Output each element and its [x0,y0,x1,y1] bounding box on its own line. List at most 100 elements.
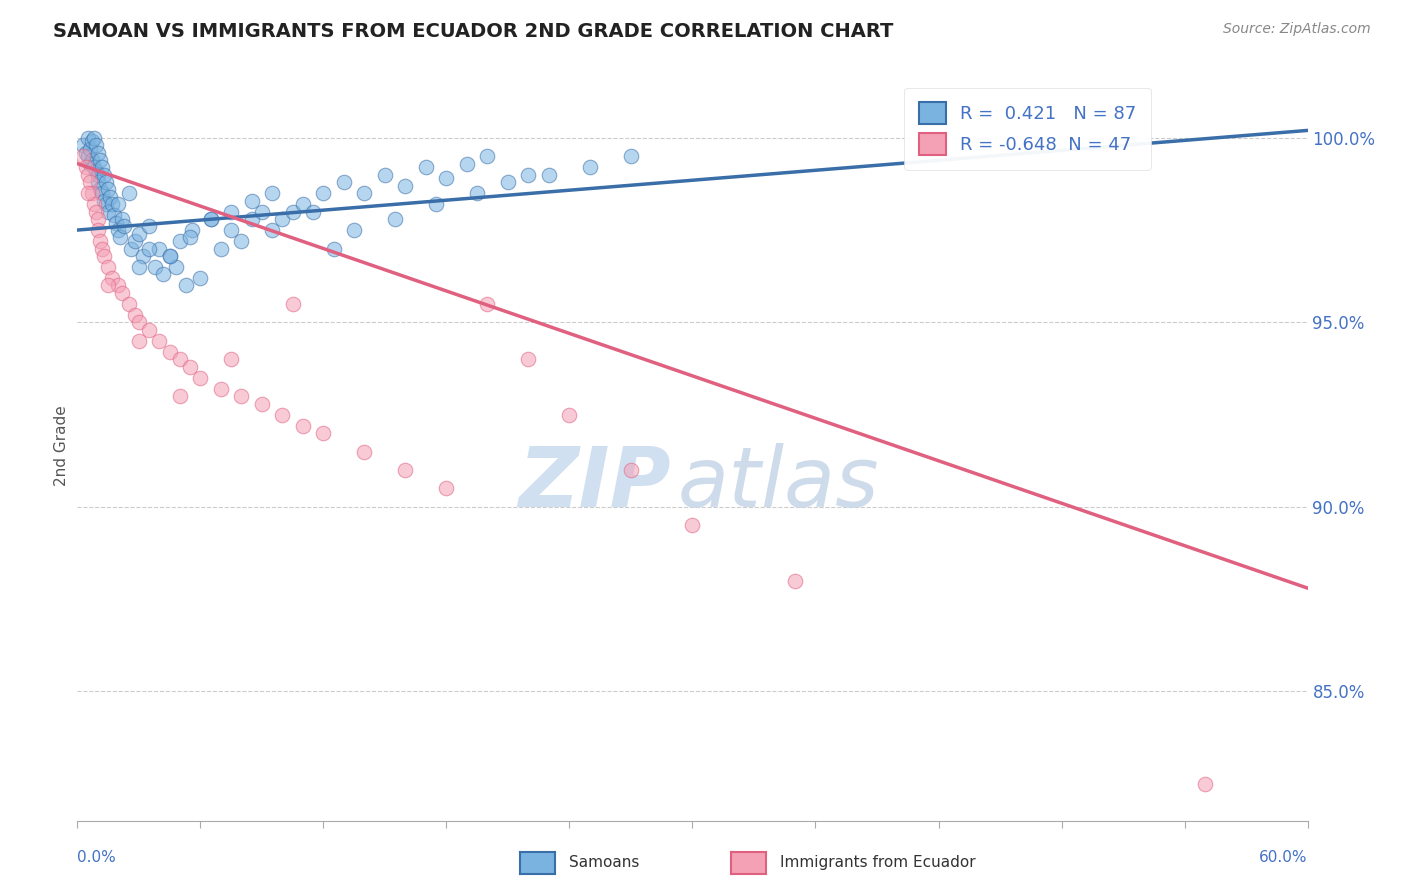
Point [174,278,197,293]
Point [132,249,155,263]
Point [496,175,519,189]
Point [620,463,643,477]
Point [84,164,107,178]
Point [87,175,110,189]
Text: atlas: atlas [678,443,879,524]
Point [620,149,643,163]
Point [103,208,125,222]
Text: 0.0%: 0.0% [77,850,117,865]
Point [94,197,117,211]
Point [415,161,437,175]
Point [89,182,111,196]
Point [312,426,335,441]
Point [148,334,170,348]
Point [219,204,242,219]
Text: Samoans: Samoans [569,855,640,870]
Point [111,285,134,300]
Point [80,135,103,149]
Point [152,268,174,282]
Point [1194,777,1216,791]
Point [343,223,366,237]
Point [98,190,121,204]
Point [143,260,166,274]
Point [179,230,201,244]
Point [97,260,120,274]
Point [107,223,129,237]
Point [477,149,499,163]
Point [75,161,97,175]
Point [384,212,406,227]
Point [159,249,181,263]
Point [114,219,136,234]
Legend: R =  0.421   N = 87, R = -0.648  N = 47: R = 0.421 N = 87, R = -0.648 N = 47 [904,88,1152,169]
Point [240,194,263,208]
Point [97,182,120,196]
Point [281,297,304,311]
Point [188,271,212,285]
Text: 60.0%: 60.0% [1260,850,1308,865]
Point [93,168,115,182]
Text: Immigrants from Ecuador: Immigrants from Ecuador [780,855,976,870]
Point [76,186,98,201]
Point [128,334,150,348]
Text: SAMOAN VS IMMIGRANTS FROM ECUADOR 2ND GRADE CORRELATION CHART: SAMOAN VS IMMIGRANTS FROM ECUADOR 2ND GR… [53,22,894,41]
Point [76,149,98,163]
Point [79,175,101,189]
Point [128,260,150,274]
Point [72,138,94,153]
Point [138,219,160,234]
Point [111,212,134,227]
Point [79,156,101,170]
Point [169,352,191,367]
Point [117,297,139,311]
Point [188,370,212,384]
Point [200,212,222,227]
Point [105,216,128,230]
Point [138,242,160,256]
Point [84,138,107,153]
Point [465,186,488,201]
Point [93,194,115,208]
Point [353,186,375,201]
Point [159,344,181,359]
Point [76,168,98,182]
Point [107,197,129,211]
Point [537,168,560,182]
Point [374,168,396,182]
Point [291,418,314,433]
Point [80,186,103,201]
Point [333,175,356,189]
Point [159,249,181,263]
Point [80,153,103,167]
Point [76,130,98,145]
Point [271,212,294,227]
Point [90,161,114,175]
Point [89,153,111,167]
Point [682,518,704,533]
Point [117,186,139,201]
Point [93,249,115,263]
Point [353,444,375,458]
Point [456,156,478,170]
Point [83,197,105,211]
Point [169,234,191,248]
Point [90,242,114,256]
Point [148,242,170,256]
Point [394,463,416,477]
Point [179,359,201,374]
Point [128,315,150,329]
Point [87,223,110,237]
Point [75,145,97,160]
Point [128,227,150,241]
Point [84,204,107,219]
Point [291,197,314,211]
Point [219,223,242,237]
Point [231,234,253,248]
Point [394,178,416,193]
Point [83,161,105,175]
Point [79,142,101,156]
Point [169,389,191,403]
Point [436,171,458,186]
Text: Source: ZipAtlas.com: Source: ZipAtlas.com [1223,22,1371,37]
Point [262,223,284,237]
